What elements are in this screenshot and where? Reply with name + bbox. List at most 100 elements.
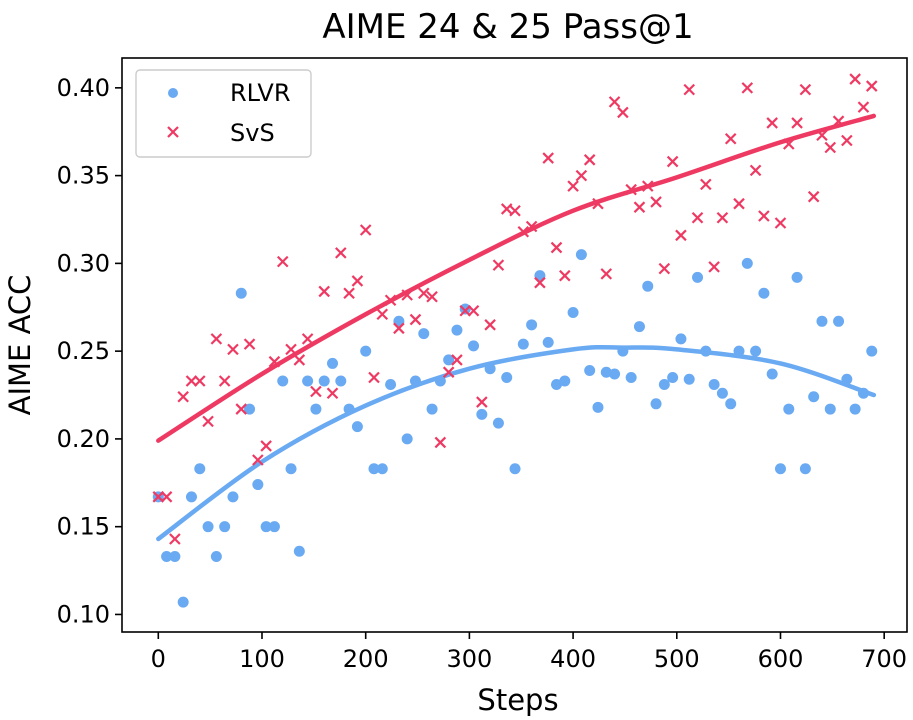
trend-lines (156, 113, 877, 542)
svs-point (185, 375, 198, 387)
x-tick-label: 200 (343, 645, 389, 673)
legend-rlvr-marker (168, 88, 178, 98)
svs-point (243, 338, 256, 350)
rlvr-point (443, 354, 455, 366)
legend-box (135, 69, 312, 158)
rlvr-point (758, 287, 770, 299)
rlvr-point (227, 491, 239, 503)
y-tick-label: 0.20 (57, 425, 110, 453)
rlvr-point (791, 271, 803, 283)
rlvr-point (335, 375, 347, 387)
rlvr-point (716, 387, 728, 399)
svs-point (683, 83, 696, 96)
svs-point (359, 224, 372, 236)
x-axis-label: Steps (477, 683, 558, 717)
rlvr-point (741, 257, 753, 269)
svs-point (741, 82, 754, 94)
rlvr-point (161, 551, 173, 563)
svs-point (227, 343, 239, 356)
rlvr-point (260, 521, 272, 533)
y-tick-label: 0.35 (57, 162, 110, 190)
x-tick-label: 400 (550, 645, 596, 673)
svs-point (318, 285, 330, 298)
rlvr-point (692, 271, 704, 283)
rlvr-point (841, 373, 853, 385)
svs-point (451, 354, 463, 366)
rlvr-point (733, 345, 745, 357)
svs-point (799, 83, 812, 96)
x-tick-label: 700 (861, 645, 907, 673)
rlvr-point (617, 345, 629, 357)
svs-point (467, 304, 480, 317)
svs-point (583, 154, 596, 166)
svs-point (857, 101, 870, 113)
svs-point (824, 141, 837, 154)
rlvr-point (327, 357, 339, 369)
rlvr-point (376, 463, 388, 475)
rlvr-point (675, 333, 687, 345)
svs-point (160, 491, 173, 503)
svs-point (542, 152, 554, 164)
rlvr-point (559, 375, 571, 387)
rlvr-point (642, 280, 654, 292)
rlvr-point (667, 371, 679, 383)
x-tick-label: 0 (151, 645, 166, 673)
svs-point (708, 261, 720, 273)
svs-point (268, 355, 281, 368)
svs-point (559, 269, 571, 282)
svs-point (343, 287, 355, 299)
svs-point (301, 333, 314, 345)
svs-point (202, 415, 214, 428)
y-axis-label: AIME ACC (3, 275, 37, 416)
rlvr-point (368, 463, 380, 475)
svs-point (276, 255, 289, 268)
rlvr-point (857, 387, 869, 399)
svs-point (351, 275, 364, 287)
svs-point (235, 403, 248, 415)
svs-point (426, 290, 438, 303)
legend-svs-label: SvS (230, 119, 275, 147)
rlvr-point (492, 417, 504, 429)
rlvr-point (418, 328, 430, 340)
svs-point (517, 226, 530, 238)
rlvr-point (268, 521, 280, 533)
svs-point (600, 268, 613, 280)
svs-point (650, 196, 662, 208)
svs-point (774, 217, 787, 229)
chart-title: AIME 24 & 25 Pass@1 (322, 7, 693, 47)
svs-point (525, 220, 538, 233)
x-tick-label: 100 (239, 645, 285, 673)
rlvr-point (401, 433, 413, 445)
svs-point (749, 164, 762, 177)
svs-point (807, 190, 820, 203)
svs-trend-line (156, 113, 877, 443)
svs-point (293, 354, 306, 366)
svs-point (550, 241, 563, 254)
rlvr-point (584, 364, 596, 376)
rlvr-point (849, 403, 861, 415)
rlvr-point (625, 371, 637, 383)
rlvr-point (526, 319, 538, 331)
rlvr-point (824, 403, 836, 415)
legend-svs-marker (167, 126, 179, 138)
svs-point (592, 197, 604, 210)
svs-point (492, 259, 505, 271)
legend: RLVR SvS (135, 69, 312, 158)
rlvr-point (808, 391, 820, 403)
rlvr-point (833, 315, 845, 327)
svs-point (849, 73, 861, 85)
svs-point (417, 287, 430, 299)
svs-point (401, 289, 413, 301)
rlvr-point (459, 303, 471, 315)
rlvr-point (177, 596, 189, 608)
rlvr-point (451, 324, 463, 336)
svs-point (783, 138, 795, 150)
rlvr-point (434, 375, 446, 387)
svs-point (666, 155, 679, 168)
rlvr-point (252, 479, 264, 491)
rlvr-point (501, 371, 513, 383)
svs-point (368, 371, 380, 384)
svs-point (625, 183, 637, 196)
svs-point (434, 436, 447, 449)
svs-point (791, 117, 803, 129)
